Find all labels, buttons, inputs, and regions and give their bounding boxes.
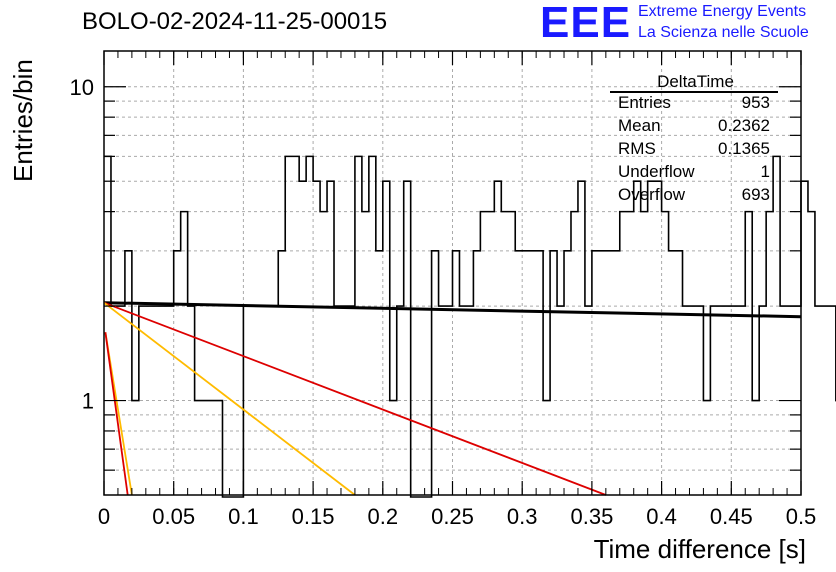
stats-value: 0.2362 [718,116,770,135]
stats-box: DeltaTime Entries 953 Mean 0.2362 RMS 0.136… [610,72,778,207]
y-tick-label: 10 [70,75,94,100]
x-tick-label: 0.35 [570,504,613,529]
y-axis-label-box: Entries/bin [6,59,38,184]
x-tick-label: 0.3 [507,504,538,529]
fit-line [103,301,802,319]
stats-label: RMS [618,139,656,158]
stats-row: Underflow 1 [613,161,778,184]
stats-label: Overflow [618,185,686,204]
tick-labels: 0 0.05 0.1 0.15 0.2 0.25 0.3 0.35 0.4 0.45 0.5 1 10 [70,75,817,529]
fit-line [103,302,356,496]
stats-label: Underflow [618,162,695,181]
logo-caption-2: La Scienza nelle Scuole [638,24,809,41]
stats-row: RMS 0.1365 [613,138,778,161]
fit-lines-layer [103,301,802,496]
x-tick-label: 0.45 [710,504,753,529]
x-tick-label: 0.05 [152,504,195,529]
chart-title: BOLO-02-2024-11-25-00015 [82,8,388,35]
stats-row: Mean 0.2362 [613,115,778,138]
fit-line [103,301,607,496]
stats-row: Overflow 693 [613,184,778,207]
y-axis-label: Entries/bin [8,59,38,182]
x-tick-label: 0.25 [431,504,474,529]
x-tick-label: 0.15 [292,504,335,529]
stats-label: Entries [618,93,671,112]
stats-value: 953 [741,93,770,112]
x-tick-label: 0.4 [646,504,677,529]
x-axis-label: Time difference [s] [593,534,806,564]
y-tick-label: 1 [82,389,94,414]
x-tick-label: 0.1 [228,504,259,529]
stats-label: Mean [618,116,661,135]
stats-row: Entries 953 [613,92,778,115]
axis-ticks [103,51,802,495]
fit-line [104,332,129,496]
x-tick-label: 0.2 [368,504,399,529]
stats-divider [610,91,778,93]
x-tick-label: 0 [98,504,110,529]
logo-caption-1: Extreme Energy Events [638,3,807,20]
stats-title: DeltaTime [657,72,734,91]
histogram-outline [104,155,836,498]
histogram-layer [104,155,836,498]
eee-logo: EEE [540,0,632,47]
stats-value: 1 [760,162,770,181]
stats-value: 0.1365 [718,139,770,158]
x-tick-label: 0.5 [786,504,817,529]
stats-value: 693 [741,185,770,204]
